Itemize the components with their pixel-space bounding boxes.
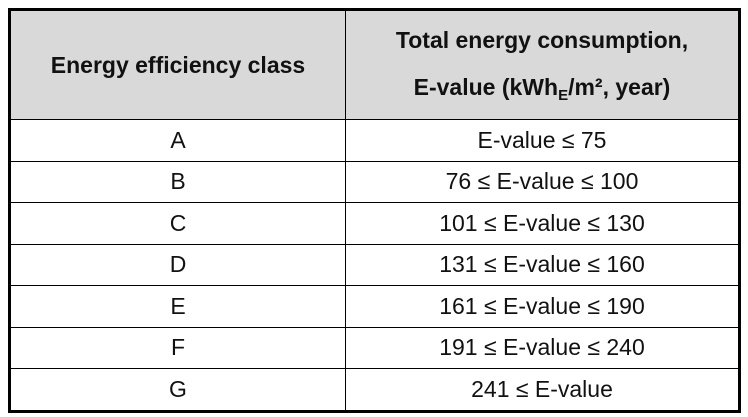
table-body: A E-value ≤ 75 B 76 ≤ E-value ≤ 100 C 101 ≤ E… <box>9 119 740 412</box>
table-row: G 241 ≤ E-value <box>9 368 740 412</box>
energy-table: Energy efficiency class Total energy con… <box>8 8 741 413</box>
table-cell: 101 ≤ E-value ≤ 130 <box>345 202 740 245</box>
table-row: C 101 ≤ E-value ≤ 130 <box>9 202 740 245</box>
table-cell: 131 ≤ E-value ≤ 160 <box>345 243 740 286</box>
table-header: Energy efficiency class Total energy con… <box>9 9 740 120</box>
table-cell: 191 ≤ E-value ≤ 240 <box>345 326 740 369</box>
header-row: Energy efficiency class Total energy con… <box>9 9 740 120</box>
table-cell: D <box>9 243 346 286</box>
subscript: E <box>558 86 569 104</box>
table-cell: F <box>9 326 346 369</box>
table-row: F 191 ≤ E-value ≤ 240 <box>9 326 740 369</box>
table-cell: G <box>9 368 346 412</box>
table-cell: A <box>9 119 346 162</box>
header-line: E-value (kWhE/m², year) <box>346 74 738 104</box>
table-row: E 161 ≤ E-value ≤ 190 <box>9 285 740 328</box>
header-text: E-value (kWh <box>413 73 559 100</box>
table-cell: C <box>9 202 346 245</box>
table-cell: 76 ≤ E-value ≤ 100 <box>345 160 740 203</box>
table-cell: B <box>9 160 346 203</box>
header-text: /m², year) <box>568 73 671 100</box>
table-cell: E-value ≤ 75 <box>345 119 740 162</box>
table-cell: E <box>9 285 346 328</box>
table-cell: 241 ≤ E-value <box>345 368 740 412</box>
header-cell: Energy efficiency class <box>9 9 346 120</box>
table-row: B 76 ≤ E-value ≤ 100 <box>9 160 740 203</box>
header-cell: Total energy consumption, E-value (kWhE/… <box>345 9 740 120</box>
table-row: D 131 ≤ E-value ≤ 160 <box>9 243 740 286</box>
table-row: A E-value ≤ 75 <box>9 119 740 162</box>
table-cell: 161 ≤ E-value ≤ 190 <box>345 285 740 328</box>
header-line: Total energy consumption, <box>395 26 689 53</box>
